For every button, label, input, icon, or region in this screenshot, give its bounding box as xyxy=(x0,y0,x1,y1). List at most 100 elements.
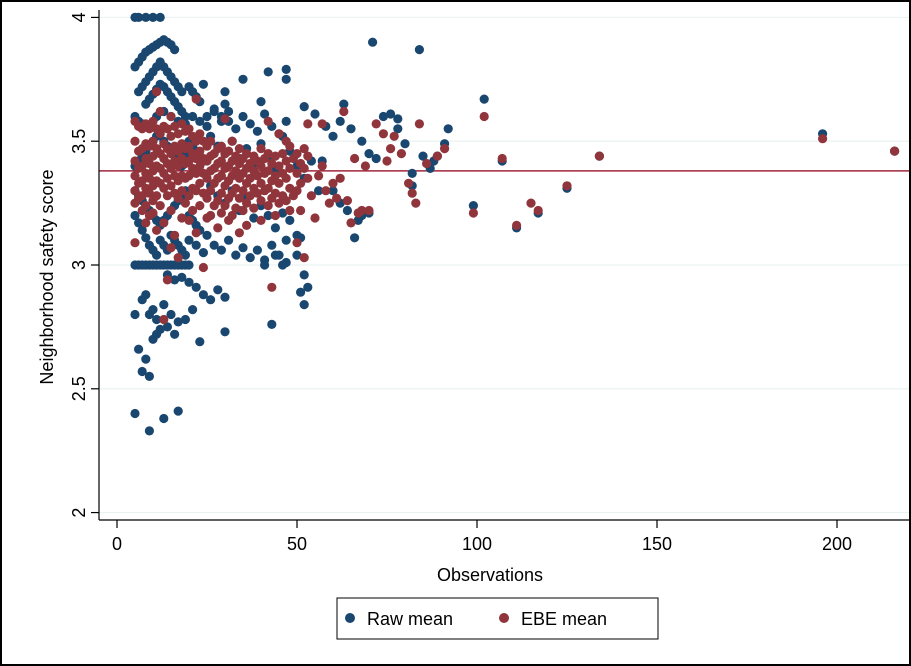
raw-mean-point xyxy=(141,233,151,243)
ebe-mean-point xyxy=(256,178,266,188)
legend-box xyxy=(336,597,659,640)
ebe-mean-point xyxy=(242,198,252,208)
raw-mean-point xyxy=(231,250,241,260)
ebe-mean-point xyxy=(263,201,273,211)
ebe-mean-point xyxy=(144,188,154,198)
ebe-mean-point xyxy=(152,191,162,201)
ebe-mean-point xyxy=(177,119,187,129)
raw-mean-point xyxy=(198,248,208,258)
ebe-mean-point xyxy=(173,193,183,203)
ebe-mean-point xyxy=(407,188,417,198)
raw-mean-point xyxy=(296,287,306,297)
raw-mean-point xyxy=(328,186,338,196)
ebe-mean-point xyxy=(220,201,230,211)
ebe-mean-point xyxy=(328,178,338,188)
ebe-mean-point xyxy=(152,225,162,235)
raw-mean-point xyxy=(184,235,194,245)
ebe-mean-point xyxy=(245,191,255,201)
y-axis-ticks: 2 2.5 3 3.5 4 xyxy=(69,12,99,518)
ebe-mean-point xyxy=(231,151,241,161)
ebe-mean-point xyxy=(303,173,313,183)
raw-mean-point xyxy=(148,305,158,315)
raw-mean-point xyxy=(134,344,144,354)
ebe-mean-point xyxy=(256,144,266,154)
raw-mean-point xyxy=(209,104,219,114)
y-tick-label: 2 xyxy=(69,508,89,518)
ebe-mean-point xyxy=(274,198,284,208)
raw-mean-point xyxy=(195,337,205,347)
raw-mean-point xyxy=(177,87,187,97)
ebe-mean-point xyxy=(479,111,489,122)
ebe-mean-point xyxy=(310,213,320,223)
ebe-mean-point xyxy=(497,153,507,164)
ebe-mean-point xyxy=(256,161,266,171)
raw-mean-point xyxy=(159,413,169,424)
x-axis-ticks: 0 50 100 150 200 xyxy=(112,520,852,554)
ebe-mean-point xyxy=(267,282,277,292)
ebe-mean-point xyxy=(245,158,255,169)
raw-mean-point xyxy=(152,250,162,260)
ebe-mean-point xyxy=(180,198,190,208)
ebe-mean-point xyxy=(191,136,201,146)
raw-mean-point xyxy=(260,260,270,270)
ebe-mean-point xyxy=(231,203,241,213)
raw-mean-point xyxy=(252,126,262,136)
raw-mean-point xyxy=(252,245,262,255)
ebe-mean-point xyxy=(191,228,201,238)
raw-mean-point xyxy=(357,136,367,146)
ebe-mean-point xyxy=(184,171,194,181)
ebe-mean-point xyxy=(378,129,388,139)
ebe-mean-point xyxy=(252,171,262,181)
ebe-mean-point xyxy=(137,176,147,186)
ebe-mean-point xyxy=(234,228,244,238)
ebe-mean-point xyxy=(342,196,352,206)
ebe-mean-point xyxy=(245,173,255,183)
ebe-mean-point xyxy=(285,183,295,193)
ebe-mean-point xyxy=(130,136,140,146)
y-tick-label: 2.5 xyxy=(69,376,89,401)
ebe-mean-point xyxy=(270,171,280,181)
ebe-mean-point xyxy=(166,205,176,216)
ebe-mean-point xyxy=(411,198,421,208)
ebe-mean-point xyxy=(166,163,176,173)
points-layer xyxy=(130,12,900,436)
raw-mean-point xyxy=(364,149,374,159)
ebe-mean-point xyxy=(511,220,522,230)
x-tick-label: 50 xyxy=(287,534,307,554)
raw-mean-point xyxy=(371,153,381,164)
ebe-mean-point xyxy=(137,191,147,201)
raw-mean-point xyxy=(180,111,190,122)
raw-mean-point xyxy=(162,322,172,332)
y-tick-label: 4 xyxy=(69,12,89,22)
ebe-mean-point xyxy=(170,230,180,240)
ebe-mean-point xyxy=(141,201,151,211)
raw-mean-point xyxy=(314,186,324,196)
ebe-mean-point xyxy=(422,158,432,169)
raw-mean-point xyxy=(299,102,309,112)
raw-mean-point xyxy=(220,327,230,337)
raw-mean-point xyxy=(414,45,424,55)
y-tick-label: 3 xyxy=(69,260,89,270)
ebe-mean-point xyxy=(292,238,302,248)
ebe-mean-point xyxy=(238,205,248,216)
raw-mean-point xyxy=(270,223,280,233)
ebe-mean-point xyxy=(191,94,201,104)
raw-mean-point xyxy=(310,109,320,119)
raw-mean-point xyxy=(206,295,216,305)
y-axis-title: Neighborhood safety score xyxy=(37,169,57,384)
raw-mean-point xyxy=(238,111,248,122)
ebe-mean-point xyxy=(242,220,252,230)
ebe-mean-point xyxy=(238,186,248,196)
ebe-mean-point xyxy=(263,116,273,126)
ebe-mean-point xyxy=(191,168,201,178)
ebe-mean-point xyxy=(432,151,442,161)
ebe-mean-point xyxy=(184,156,194,166)
raw-mean-point xyxy=(130,309,140,320)
ebe-mean-point xyxy=(148,136,158,146)
raw-mean-point xyxy=(386,109,396,119)
ebe-mean-point xyxy=(382,156,392,166)
ebe-mean-point xyxy=(206,210,216,221)
ebe-mean-point xyxy=(184,191,194,201)
raw-mean-point xyxy=(267,240,277,250)
raw-mean-point xyxy=(180,314,190,325)
